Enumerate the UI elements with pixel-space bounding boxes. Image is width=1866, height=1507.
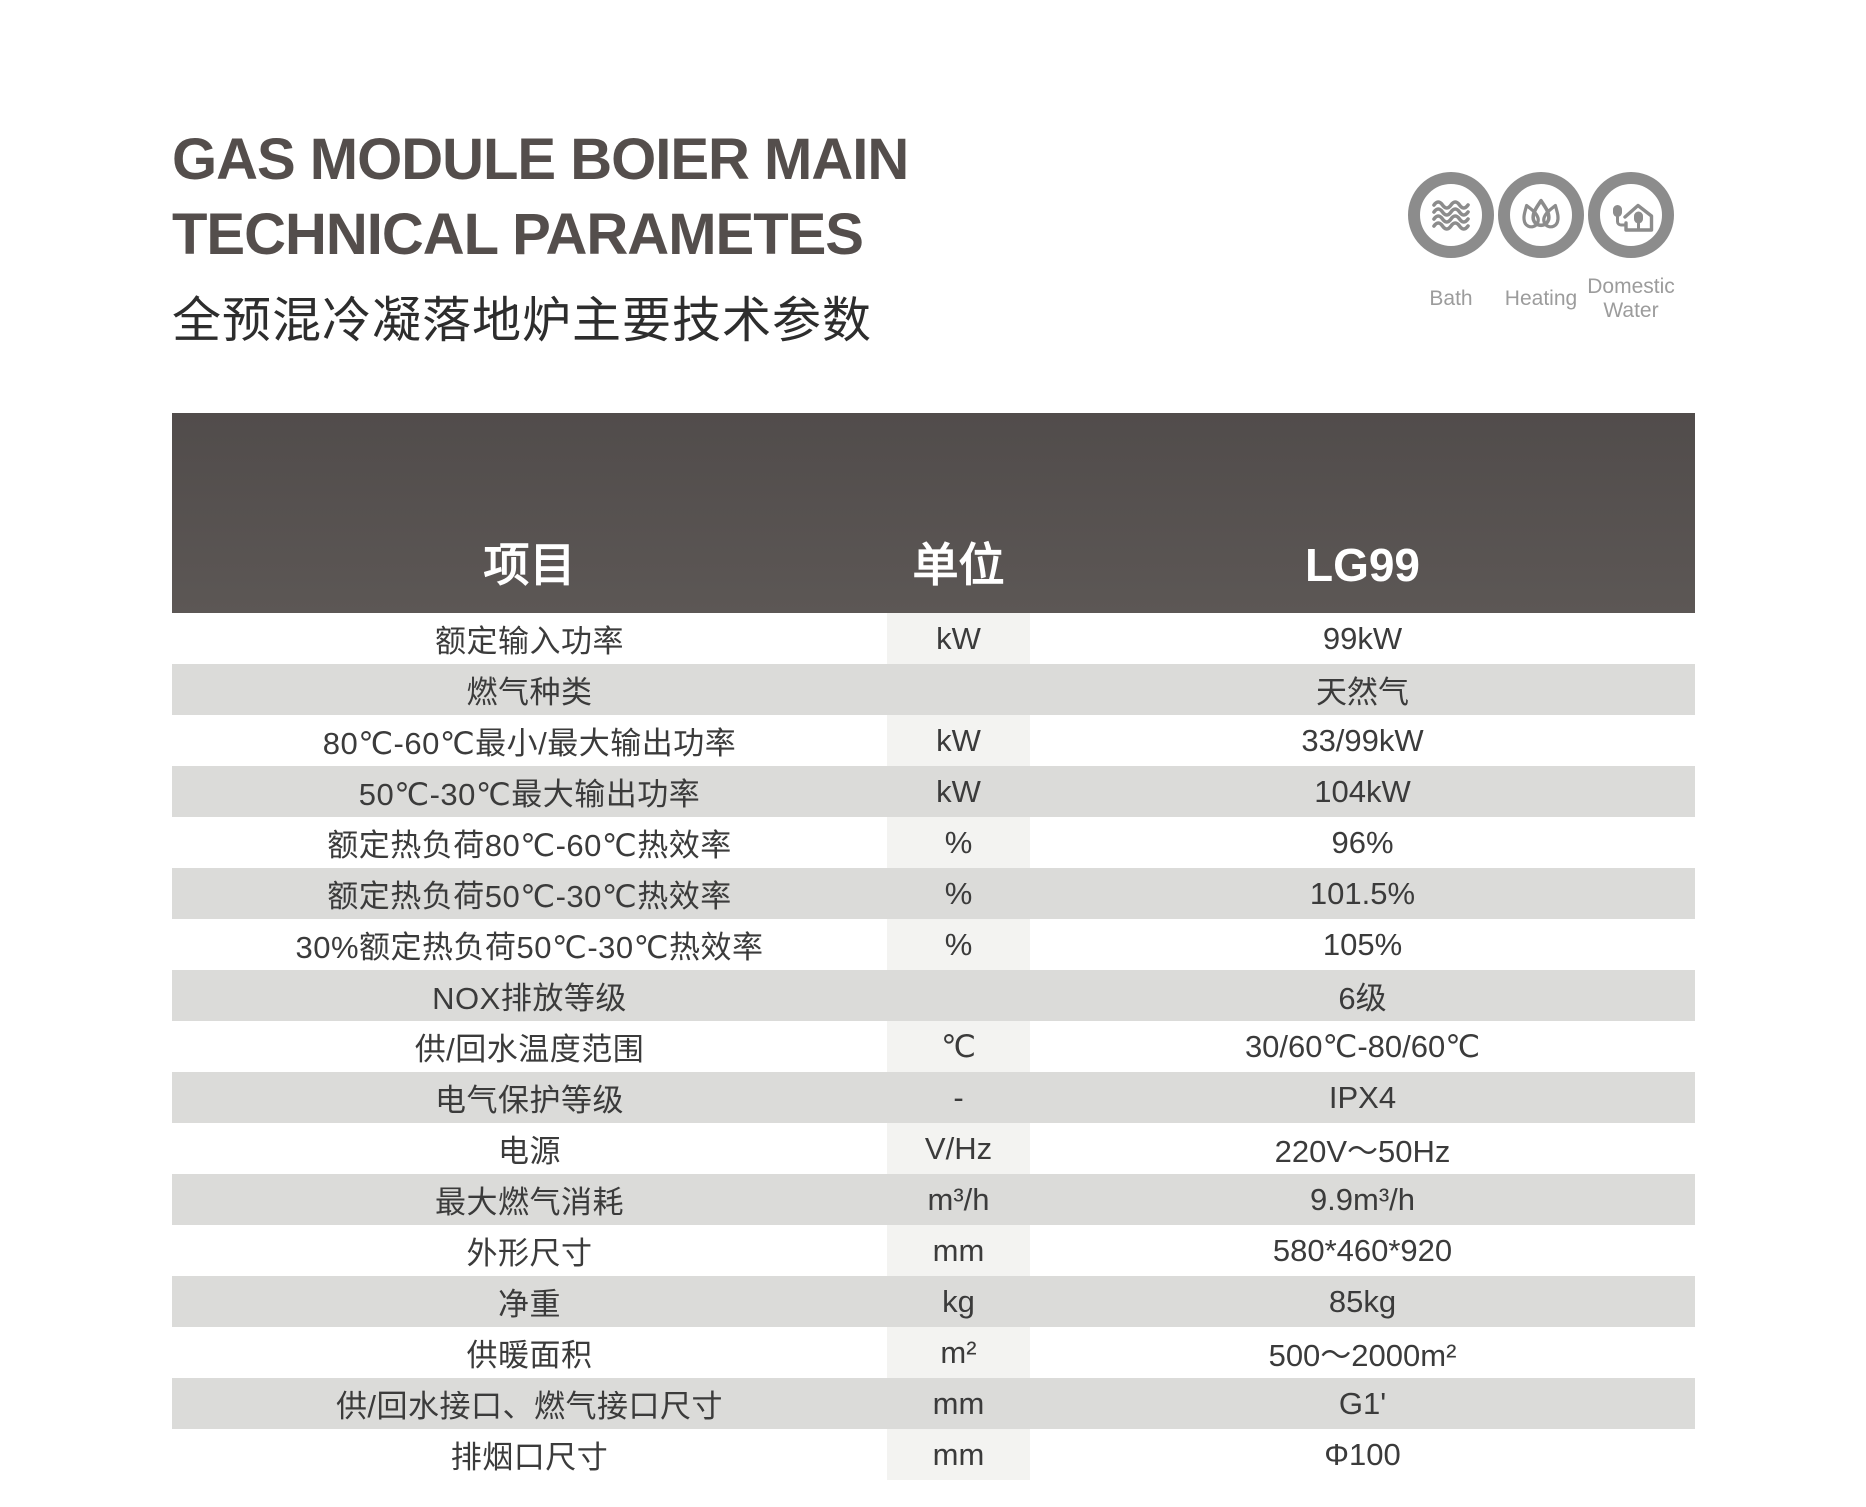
value-cell: 105% [1322,926,1403,962]
column-header-model: LG99 [1304,539,1421,591]
unit-cell: kW [887,613,1030,664]
table-row: 额定热负荷80℃-60℃热效率 % 96% [172,817,1695,868]
page-title-line1: GAS MODULE BOIER MAIN [172,127,909,192]
value-cell: 580*460*920 [1272,1232,1453,1268]
value-cell: 500～2000m² [1268,1338,1457,1373]
table-row: 排烟口尺寸 mm Φ100 [172,1429,1695,1480]
domestic-water-house-shower-icon [1588,172,1674,258]
unit-cell [887,970,1030,1021]
item-cell: 电源 [498,1134,561,1169]
value-cell: Φ100 [1324,1436,1401,1472]
value-cell: IPX4 [1328,1079,1397,1115]
value-cell: G1' [1338,1385,1387,1421]
item-cell: 50℃-30℃最大输出功率 [358,777,701,812]
feature-bath: Bath [1406,172,1496,324]
item-cell: 电气保护等级 [435,1083,624,1118]
item-cell: 80℃-60℃最小/最大输出功率 [322,726,737,761]
item-cell: 外形尺寸 [466,1236,593,1271]
spec-table: 项目 单位 LG99 额定输入功率 kW 99kW 燃气种类 天然气 80℃-6… [172,413,1695,1480]
column-header-item: 项目 [483,539,576,591]
unit-cell: kW [887,715,1030,766]
item-cell: 燃气种类 [466,675,593,710]
unit-cell: V/Hz [887,1123,1030,1174]
unit-cell: kg [942,1283,975,1319]
table-row: 外形尺寸 mm 580*460*920 [172,1225,1695,1276]
table-row: 额定热负荷50℃-30℃热效率 % 101.5% [172,868,1695,919]
unit-cell: % [944,875,973,911]
page-title-line2: TECHNICAL PARAMETES [172,202,864,267]
feature-icons: Bath Heating [1406,172,1676,324]
table-row: 供/回水温度范围 ℃ 30/60℃-80/60℃ [172,1021,1695,1072]
table-header-row: 项目 单位 LG99 [172,537,1695,613]
value-cell: 33/99kW [1301,722,1424,758]
item-cell: 30%额定热负荷50℃-30℃热效率 [295,930,764,965]
unit-cell: mm [932,1385,985,1421]
table-row: 最大燃气消耗 m³/h 9.9m³/h [172,1174,1695,1225]
unit-cell: m² [887,1327,1030,1378]
table-row: 额定输入功率 kW 99kW [172,613,1695,664]
unit-cell: mm [887,1225,1030,1276]
value-cell: 220V～50Hz [1274,1134,1451,1169]
value-cell: 96% [1331,824,1394,860]
unit-cell: kW [936,773,981,809]
feature-label-heating: Heating [1504,287,1578,310]
table-row: 供暖面积 m² 500～2000m² [172,1327,1695,1378]
table-body: 额定输入功率 kW 99kW 燃气种类 天然气 80℃-60℃最小/最大输出功率… [172,613,1695,1480]
value-cell: 99kW [1322,620,1403,656]
value-cell: 85kg [1328,1283,1397,1319]
table-row: 电气保护等级 - IPX4 [172,1072,1695,1123]
table-row: 30%额定热负荷50℃-30℃热效率 % 105% [172,919,1695,970]
unit-cell: % [887,817,1030,868]
value-cell: 天然气 [1316,675,1409,710]
feature-domestic-water: Domestic Water [1586,172,1676,324]
feature-label-domestic-water: Domestic Water [1587,275,1675,322]
item-cell: 供/回水温度范围 [414,1032,645,1067]
unit-cell: - [953,1079,964,1115]
table-row: 80℃-60℃最小/最大输出功率 kW 33/99kW [172,715,1695,766]
unit-cell: ℃ [887,1021,1030,1072]
item-cell: 额定热负荷80℃-60℃热效率 [327,828,732,863]
feature-label-bath: Bath [1429,287,1473,310]
value-cell: 30/60℃-80/60℃ [1244,1028,1481,1064]
value-cell: 101.5% [1309,875,1416,911]
table-row: 净重 kg 85kg [172,1276,1695,1327]
table-row: NOX排放等级 6级 [172,970,1695,1021]
page-subtitle-zh: 全预混冷凝落地炉主要技术参数 [172,294,873,348]
table-header-band: 项目 单位 LG99 [172,413,1695,613]
item-cell: 供暖面积 [466,1338,593,1373]
unit-cell [887,664,1030,715]
table-row: 供/回水接口、燃气接口尺寸 mm G1' [172,1378,1695,1429]
unit-cell: % [887,919,1030,970]
item-cell: 排烟口尺寸 [450,1440,609,1475]
value-cell: 104kW [1314,773,1411,809]
unit-cell: m³/h [927,1181,990,1217]
bath-waves-icon [1408,172,1494,258]
item-cell: 最大燃气消耗 [435,1185,624,1220]
table-row: 50℃-30℃最大输出功率 kW 104kW [172,766,1695,817]
column-header-unit: 单位 [912,539,1005,591]
item-cell: 供/回水接口、燃气接口尺寸 [335,1389,724,1424]
value-cell: 6级 [1338,981,1387,1016]
heating-flames-icon [1498,172,1584,258]
unit-cell: mm [887,1429,1030,1480]
table-row: 燃气种类 天然气 [172,664,1695,715]
item-cell: NOX排放等级 [432,981,627,1016]
item-cell: 额定输入功率 [435,624,624,659]
table-row: 电源 V/Hz 220V～50Hz [172,1123,1695,1174]
feature-heating: Heating [1496,172,1586,324]
item-cell: 净重 [498,1287,561,1322]
page-title: GAS MODULE BOIER MAIN TECHNICAL PARAMETE… [172,122,909,350]
value-cell: 9.9m³/h [1309,1181,1416,1217]
item-cell: 额定热负荷50℃-30℃热效率 [327,879,732,914]
